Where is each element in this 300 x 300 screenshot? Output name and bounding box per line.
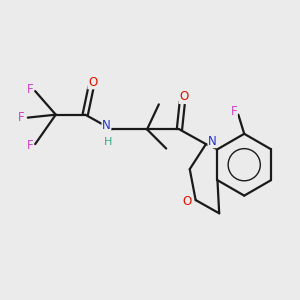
Text: N: N — [208, 135, 217, 148]
Text: H: H — [104, 137, 112, 147]
Text: F: F — [18, 111, 25, 124]
Text: F: F — [27, 83, 33, 96]
Text: O: O — [182, 195, 191, 208]
Text: F: F — [27, 139, 33, 152]
Text: N: N — [102, 119, 111, 132]
Text: O: O — [88, 76, 97, 89]
Text: O: O — [179, 91, 188, 103]
Text: F: F — [231, 105, 237, 118]
